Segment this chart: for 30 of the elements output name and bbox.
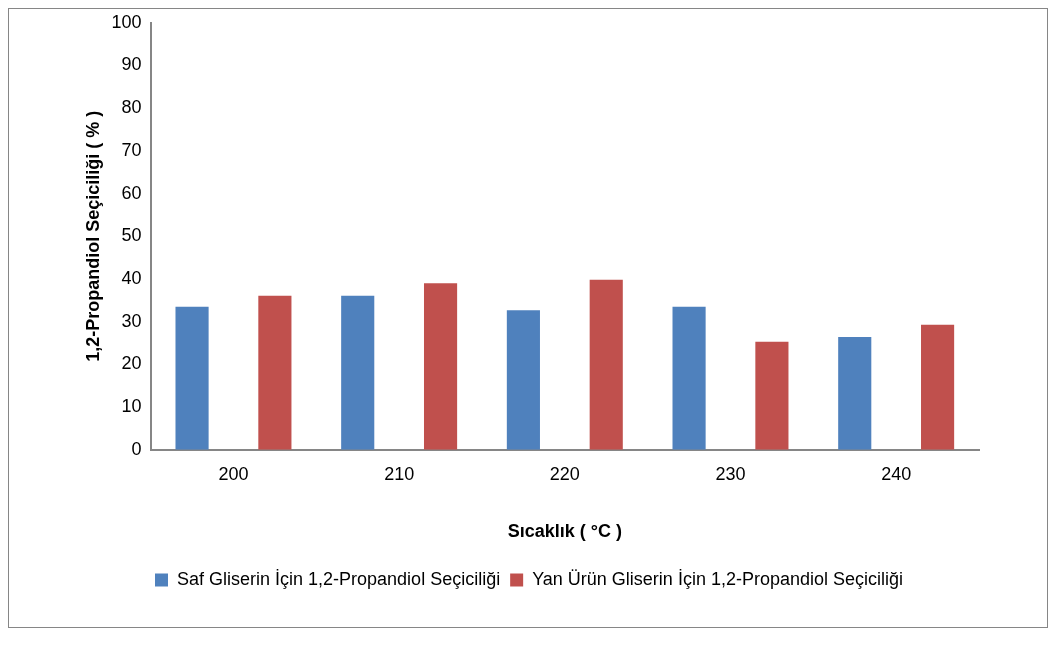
- y-tick-label: 50: [121, 225, 142, 246]
- bar: [838, 337, 872, 450]
- x-tick-label: 220: [549, 463, 580, 484]
- bar: [921, 324, 955, 450]
- bar: [341, 295, 375, 450]
- y-tick-label: 80: [121, 97, 142, 118]
- x-tick-label: 230: [715, 463, 746, 484]
- y-tick-label: 40: [121, 267, 142, 288]
- legend-label: Saf Gliserin İçin 1,2-Propandiol Seçiciliği: [177, 568, 501, 589]
- y-tick-label: 0: [131, 438, 142, 459]
- y-tick-label: 30: [121, 310, 142, 331]
- y-tick-label: 100: [111, 11, 142, 32]
- y-tick-label: 20: [121, 353, 142, 374]
- bar: [589, 279, 623, 450]
- y-tick-label: 60: [121, 182, 142, 203]
- x-tick-label: 210: [384, 463, 415, 484]
- legend-label: Yan Ürün Gliserin İçin 1,2-Propandiol Seçiciliği: [532, 568, 903, 589]
- bar: [672, 306, 706, 450]
- y-axis-title: 1,2-Propandiol Seçiciliği ( % ): [82, 110, 103, 362]
- y-tick-label: 90: [121, 54, 142, 75]
- bar: [755, 341, 789, 450]
- bar: [506, 310, 540, 450]
- bar: [175, 306, 209, 450]
- bar: [423, 283, 458, 450]
- x-tick-label: 200: [218, 463, 249, 484]
- x-tick-label: 240: [881, 463, 912, 484]
- x-axis-title: Sıcaklık ( °C ): [507, 521, 622, 542]
- y-tick-label: 10: [121, 396, 142, 417]
- bar: [258, 295, 292, 450]
- y-tick-label: 70: [121, 139, 142, 160]
